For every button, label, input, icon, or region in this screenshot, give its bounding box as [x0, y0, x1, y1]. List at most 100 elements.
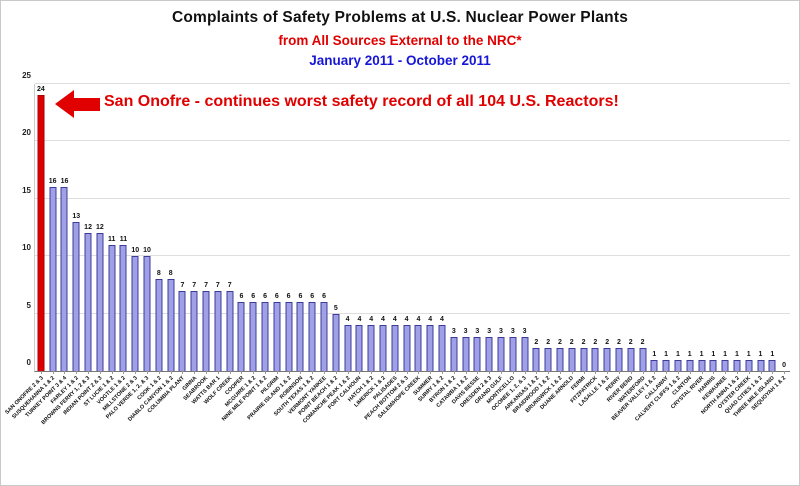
- bar-slot: 7 WOLF CREEK: [203, 84, 236, 406]
- x-axis-tick: [477, 371, 479, 374]
- bar-slot: 8 COOK 1 & 2: [136, 84, 165, 401]
- x-axis-tick: [335, 371, 337, 374]
- bar-slot: 4 COMANCHE PEAK 1 & 2: [302, 84, 354, 425]
- bar: [603, 348, 611, 371]
- bar-slot: 3 GRAND GULF: [474, 84, 507, 406]
- bar-value-label: 1: [746, 350, 751, 358]
- bar-value-label: 1: [687, 350, 692, 358]
- left-arrow-shaft: [73, 97, 100, 111]
- bar-value-label: 16: [48, 178, 57, 186]
- bar-slot: 13 FARLEY 1 & 2: [50, 84, 82, 405]
- bar-slot: 1 QUAD CITIES 1 & 2: [724, 84, 767, 415]
- bar-value-label: 3: [499, 327, 503, 335]
- bar-value-label: 2: [628, 339, 633, 347]
- bar-slot: 12 INDIAN POINT 2 & 3: [62, 84, 106, 416]
- bar-slot: 16 TURKEY POINT 3 & 4: [25, 84, 71, 418]
- bar-slot: 1 CLINTON: [672, 84, 696, 397]
- gridline-y25: [35, 83, 790, 84]
- x-axis-tick: [654, 371, 656, 374]
- bar: [285, 302, 293, 371]
- x-axis-tick: [583, 371, 585, 374]
- x-axis-tick: [111, 371, 113, 374]
- bar: [544, 348, 552, 371]
- bar: [580, 348, 588, 371]
- bar-value-label: 6: [298, 293, 303, 301]
- bar: [509, 336, 517, 371]
- x-axis-tick: [276, 371, 278, 374]
- bar-slot: 1 HARRIS: [698, 84, 719, 395]
- bar-slot: 24 SAN ONOFRE 2 & 3: [4, 84, 47, 415]
- bar-slot: 6 VERMONT YANKEE: [287, 84, 330, 416]
- x-axis-tick: [725, 371, 727, 374]
- bar-value-label: 4: [345, 316, 350, 324]
- x-axis-tick: [666, 371, 668, 374]
- bar-value-label: 6: [251, 293, 256, 301]
- bar-slot: 3 CATAWBA 1 & 2: [435, 84, 472, 410]
- bar-slot: 2 RIVER BEND: [606, 84, 637, 403]
- bar-slot: 1 BEAVER VALLEY 1 & 2: [611, 84, 660, 422]
- bar-slot: 1 THREE MILE ISLAND: [732, 84, 778, 419]
- bar-value-label: 3: [475, 327, 480, 335]
- x-axis-tick: [394, 371, 396, 374]
- bar: [698, 359, 706, 371]
- y-axis-tick-label: 5: [26, 300, 31, 310]
- bar: [403, 325, 411, 371]
- chart-date-range: January 2011 - October 2011: [309, 53, 491, 68]
- bar-value-label: 8: [156, 270, 161, 278]
- x-axis-tick: [489, 371, 491, 374]
- bar-value-label: 6: [286, 293, 291, 301]
- bar-value-label: 10: [143, 247, 151, 255]
- bar-value-label: 7: [215, 281, 220, 289]
- bar: [721, 359, 729, 371]
- bar-value-label: 2: [569, 339, 574, 347]
- bar-slot: 2 FERMI: [571, 84, 590, 392]
- bar: [556, 348, 564, 371]
- x-axis-tick: [135, 371, 137, 374]
- gridline-y20: [35, 140, 790, 142]
- bar-slot: 7 WATTS BAR 1: [191, 84, 224, 406]
- bar: [662, 359, 670, 371]
- bar-value-label: 4: [381, 316, 385, 324]
- bar: [568, 348, 576, 371]
- bar-slot: 4 SURRY 1 & 2: [418, 84, 448, 403]
- x-axis-tick: [347, 371, 349, 374]
- bar-value-label: 7: [180, 281, 185, 289]
- bar-slot: 6 PILGRIM: [260, 84, 283, 396]
- x-axis-tick: [524, 371, 526, 374]
- bar-value-label: 6: [263, 293, 267, 301]
- bar-value-label: 8: [168, 270, 173, 278]
- x-axis-tick: [430, 371, 432, 374]
- bar: [202, 290, 210, 371]
- bar: [733, 359, 741, 371]
- y-axis-tick-label: 0: [26, 358, 31, 367]
- x-axis-tick: [182, 371, 184, 374]
- bar-value-label: 6: [239, 293, 244, 301]
- y-axis-tick-label: 20: [22, 128, 31, 138]
- bar: [438, 325, 446, 371]
- bar: [367, 325, 375, 371]
- bar: [84, 233, 92, 371]
- x-axis-tick: [571, 371, 573, 374]
- x-axis-tick: [406, 371, 408, 374]
- bar: [37, 95, 45, 371]
- bar-value-label: 24: [36, 86, 45, 94]
- bar: [167, 279, 175, 371]
- y-axis-tick-label: 15: [22, 185, 31, 195]
- bar-value-label: 13: [72, 212, 81, 220]
- bar: [332, 313, 340, 371]
- x-axis-tick: [548, 371, 550, 374]
- bar-slot: 10 PALO VERDE 1, 2, & 3: [106, 84, 153, 420]
- x-axis-tick: [253, 371, 255, 374]
- bar-slot: 8 DIABLO CANYON 1 & 2: [127, 84, 177, 423]
- x-axis-tick: [607, 371, 609, 374]
- x-axis-tick: [418, 371, 420, 374]
- bar-slot: 6 COOPER: [224, 84, 248, 396]
- bar-slot: 3 DAVIS BESSE: [451, 84, 483, 406]
- bar-value-label: 6: [322, 293, 326, 301]
- gridline-y15: [35, 197, 790, 199]
- bar-slot: 6 MCGUIRE 1 & 2: [224, 84, 259, 408]
- x-axis-tick: [217, 371, 219, 374]
- bar-value-label: 2: [640, 339, 645, 347]
- bar-value-label: 4: [428, 316, 433, 324]
- x-axis-tick: [383, 371, 384, 374]
